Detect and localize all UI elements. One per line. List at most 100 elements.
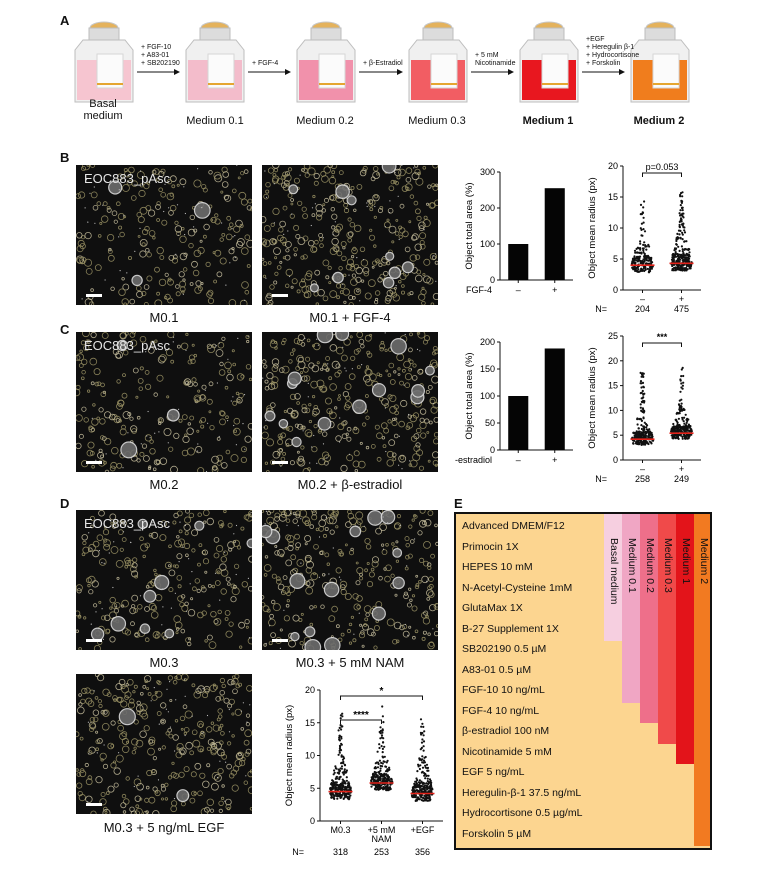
- data-point: [639, 227, 642, 230]
- flask-icon: [630, 21, 690, 103]
- data-point: [686, 258, 689, 261]
- data-point: [671, 260, 674, 263]
- data-point: [631, 266, 634, 269]
- data-point: [675, 263, 678, 266]
- data-point: [379, 732, 382, 735]
- data-point: [386, 759, 389, 762]
- data-point: [681, 418, 684, 421]
- data-point: [642, 431, 646, 434]
- data-point: [429, 788, 432, 791]
- data-point: [417, 763, 420, 766]
- data-point: [347, 796, 350, 799]
- media-composition-table: Basal medium Medium 0.1 Medium 0.2 Medium 0…: [454, 512, 712, 850]
- data-point: [641, 397, 644, 400]
- data-point: [332, 783, 335, 786]
- data-point: [428, 794, 431, 797]
- data-point: [642, 206, 645, 209]
- data-point: [335, 795, 339, 798]
- caption-d-egf: M0.3 + 5 ng/mL EGF: [103, 820, 225, 835]
- data-point: [340, 737, 343, 740]
- data-point: [386, 777, 389, 781]
- data-point: [342, 792, 345, 795]
- scale-bar: [86, 294, 102, 297]
- y-tick-label: 0: [613, 455, 618, 465]
- flask-icon: [408, 21, 468, 103]
- data-point: [411, 786, 414, 789]
- data-point: [339, 714, 342, 717]
- data-point: [681, 215, 684, 218]
- data-point: [640, 427, 643, 431]
- data-point: [386, 774, 389, 777]
- data-point: [385, 765, 388, 768]
- ingredient-row: Hydrocortisone 0.5 µg/mL: [462, 807, 583, 819]
- data-point: [422, 734, 425, 737]
- data-point: [645, 258, 648, 261]
- data-point: [682, 381, 685, 384]
- caption-c-estradiol: M0.2 + β-estradiol: [297, 477, 403, 492]
- data-point: [681, 384, 684, 387]
- data-point: [642, 392, 645, 396]
- data-point: [416, 796, 419, 799]
- y-tick-label: 5: [310, 783, 315, 793]
- micrograph-b-fgf4: [262, 165, 438, 305]
- data-point: [678, 412, 681, 415]
- data-point: [682, 425, 685, 428]
- data-point: [420, 791, 423, 794]
- data-point: [636, 260, 639, 263]
- data-point: [679, 193, 682, 197]
- data-point: [643, 252, 646, 255]
- data-point: [677, 265, 680, 268]
- data-point: [374, 762, 377, 765]
- arrow-label: + 5 mM Nicotinamide: [475, 52, 515, 68]
- ingredient-row: Heregulin-β-1 37.5 ng/mL: [462, 786, 582, 799]
- caption-d-nam: M0.3 + 5 mM NAM: [295, 655, 405, 670]
- data-point: [338, 736, 341, 739]
- data-point: [678, 212, 681, 215]
- data-point: [337, 753, 340, 756]
- data-point: [680, 375, 683, 378]
- chart-c-mean-radius: 0 5 10 15 20 25 Object mean radius (px) –258 +24…: [587, 331, 701, 484]
- data-point: [340, 728, 343, 731]
- data-point: [688, 248, 691, 251]
- data-point: [424, 799, 427, 802]
- data-point: [639, 417, 642, 420]
- arrow-label-line: + Forskolin: [586, 60, 621, 67]
- y-axis-label: Object mean radius (px): [284, 705, 295, 806]
- data-point: [680, 223, 684, 226]
- data-point: [381, 731, 384, 734]
- data-point: [421, 770, 424, 773]
- data-point: [680, 409, 684, 412]
- flask-icon: [296, 21, 356, 103]
- data-point: [413, 794, 416, 798]
- data-point: [339, 795, 342, 798]
- x-tick-label: +: [552, 285, 557, 295]
- data-point: [685, 263, 688, 266]
- data-point: [379, 769, 382, 772]
- y-tick-label: 10: [305, 751, 315, 761]
- data-point: [686, 260, 690, 263]
- data-point: [379, 729, 382, 733]
- data-point: [633, 249, 637, 252]
- data-point: [636, 251, 639, 254]
- significance-label: *: [380, 686, 384, 697]
- data-point: [640, 400, 643, 403]
- data-point: [343, 782, 346, 785]
- y-tick-label: 150: [480, 364, 495, 374]
- data-point: [640, 228, 643, 231]
- data-point: [643, 200, 646, 203]
- data-point: [338, 751, 341, 754]
- data-point: [651, 261, 654, 264]
- y-tick-label: 5: [613, 430, 618, 440]
- arrow-label-line: + SB202190: [141, 60, 180, 67]
- data-point: [642, 249, 645, 252]
- data-point: [331, 787, 334, 790]
- data-point: [676, 258, 679, 261]
- data-point: [679, 390, 682, 393]
- data-point: [336, 797, 339, 800]
- data-point: [381, 729, 384, 732]
- x-tick-label: +5 mM: [368, 825, 396, 835]
- data-point: [643, 428, 646, 431]
- data-point: [643, 434, 646, 437]
- panel-label-a: A: [60, 13, 70, 28]
- data-point: [681, 416, 684, 419]
